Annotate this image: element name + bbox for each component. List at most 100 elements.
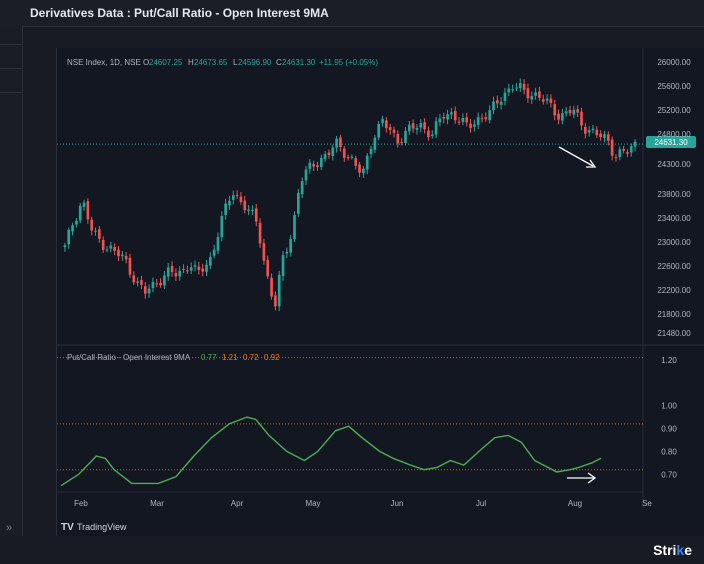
candle-body	[254, 208, 258, 222]
candle-body	[626, 152, 629, 154]
low-label: L	[233, 58, 238, 67]
candle-body	[147, 288, 151, 294]
open-value: 24607.25	[149, 58, 183, 67]
candle-body	[591, 128, 595, 131]
candle-body	[568, 109, 572, 114]
candle-body	[63, 245, 67, 248]
candle-body	[78, 205, 82, 221]
candle-body	[442, 116, 446, 119]
candle-body	[201, 268, 205, 272]
candle-body	[392, 129, 396, 133]
candle-body	[469, 123, 472, 128]
candle-body	[354, 158, 358, 166]
rail-divider	[0, 44, 22, 45]
candle-body	[507, 88, 511, 93]
candle-body	[407, 124, 411, 132]
page-title: Derivatives Data : Put/Call Ratio - Open…	[30, 6, 329, 20]
candle-body	[220, 215, 224, 238]
tradingview-logo-icon: TV	[61, 522, 74, 533]
time-tick-label: Aug	[568, 499, 582, 508]
candle-body	[186, 270, 189, 272]
pcr-tick-label: 1.20	[661, 356, 677, 365]
candle-body	[557, 113, 560, 120]
price-tick-label: 21800.00	[657, 310, 691, 319]
candle-body	[373, 137, 377, 150]
candle-body	[151, 281, 155, 288]
candle-body	[465, 117, 469, 123]
candle-body	[124, 255, 128, 260]
candle-body	[427, 130, 430, 138]
pcr-tick-label: 0.90	[661, 425, 677, 434]
low-value: 24596.90	[238, 58, 272, 67]
candle-body	[101, 239, 105, 250]
candle-body	[534, 92, 537, 96]
indicator-value-3: 0.72	[243, 353, 259, 362]
candle-body	[212, 249, 216, 256]
rail-divider	[0, 92, 22, 93]
time-tick-label: Apr	[231, 499, 244, 508]
candle-body	[473, 124, 476, 127]
candle-body	[109, 245, 113, 249]
candle-body	[400, 141, 403, 143]
candle-body	[450, 112, 453, 115]
price-tick-label: 23800.00	[657, 190, 691, 199]
candle-body	[205, 264, 208, 272]
strike-logo-k: k	[676, 542, 685, 558]
candle-body	[316, 165, 319, 167]
candle-body	[518, 83, 522, 89]
candle-body	[553, 104, 557, 116]
candle-body	[610, 139, 614, 156]
candle-body	[480, 118, 484, 120]
candle-body	[166, 267, 170, 277]
indicator-value-1: 0.77	[201, 353, 217, 362]
arrowhead-icon	[587, 472, 597, 484]
candle-body	[614, 157, 618, 159]
candle-body	[423, 122, 426, 130]
candle-body	[327, 152, 331, 155]
indicator-title: Put/Call Ratio - Open Interest 9MA	[67, 353, 191, 362]
indicator-value-4: 0.92	[264, 353, 280, 362]
candle-body	[629, 146, 633, 153]
candle-body	[377, 123, 381, 138]
candle-body	[312, 164, 315, 167]
candle-body	[155, 283, 159, 285]
candle-body	[530, 96, 534, 100]
candle-body	[606, 134, 610, 141]
time-axis: Feb Mar Apr May Jun Jul Aug Se	[74, 499, 652, 508]
price-tick-label: 25600.00	[657, 82, 691, 91]
candle-body	[365, 155, 369, 170]
strike-logo-tail: e	[684, 542, 692, 558]
candle-body	[239, 196, 243, 203]
last-price-value: 24631.30	[654, 138, 688, 147]
candle-body	[208, 257, 212, 266]
trend-arrow-price	[558, 146, 594, 167]
price-tick-label: 21480.00	[657, 329, 691, 338]
candle-body	[599, 133, 602, 138]
candle-body	[603, 134, 606, 139]
pcr-tick-label: 0.80	[661, 447, 677, 456]
candle-body	[174, 273, 178, 277]
candle-body	[396, 133, 400, 144]
candle-body	[128, 257, 132, 275]
candle-body	[243, 200, 247, 211]
candle-body	[335, 138, 338, 148]
last-price-tag	[646, 136, 696, 148]
candle-body	[388, 127, 392, 131]
candle-body	[304, 169, 308, 181]
expand-sidebar-icon[interactable]: »	[6, 522, 13, 534]
close-label: C	[276, 58, 282, 67]
candle-body	[484, 117, 488, 120]
strike-logo: Strike	[653, 542, 692, 558]
time-tick-label: May	[305, 499, 320, 508]
candle-body	[549, 98, 553, 104]
price-tick-label: 24300.00	[657, 160, 691, 169]
chart-svg[interactable]: NSE Index, 1D, NSE O 24607.25 H 24673.65…	[57, 48, 704, 536]
candle-body	[580, 111, 583, 126]
candle-body	[178, 270, 182, 277]
candle-body	[86, 201, 90, 220]
candle-body	[362, 168, 365, 174]
candle-body	[419, 123, 423, 128]
candle-body	[274, 295, 277, 307]
rail-divider	[0, 68, 22, 69]
candle-body	[453, 110, 457, 121]
